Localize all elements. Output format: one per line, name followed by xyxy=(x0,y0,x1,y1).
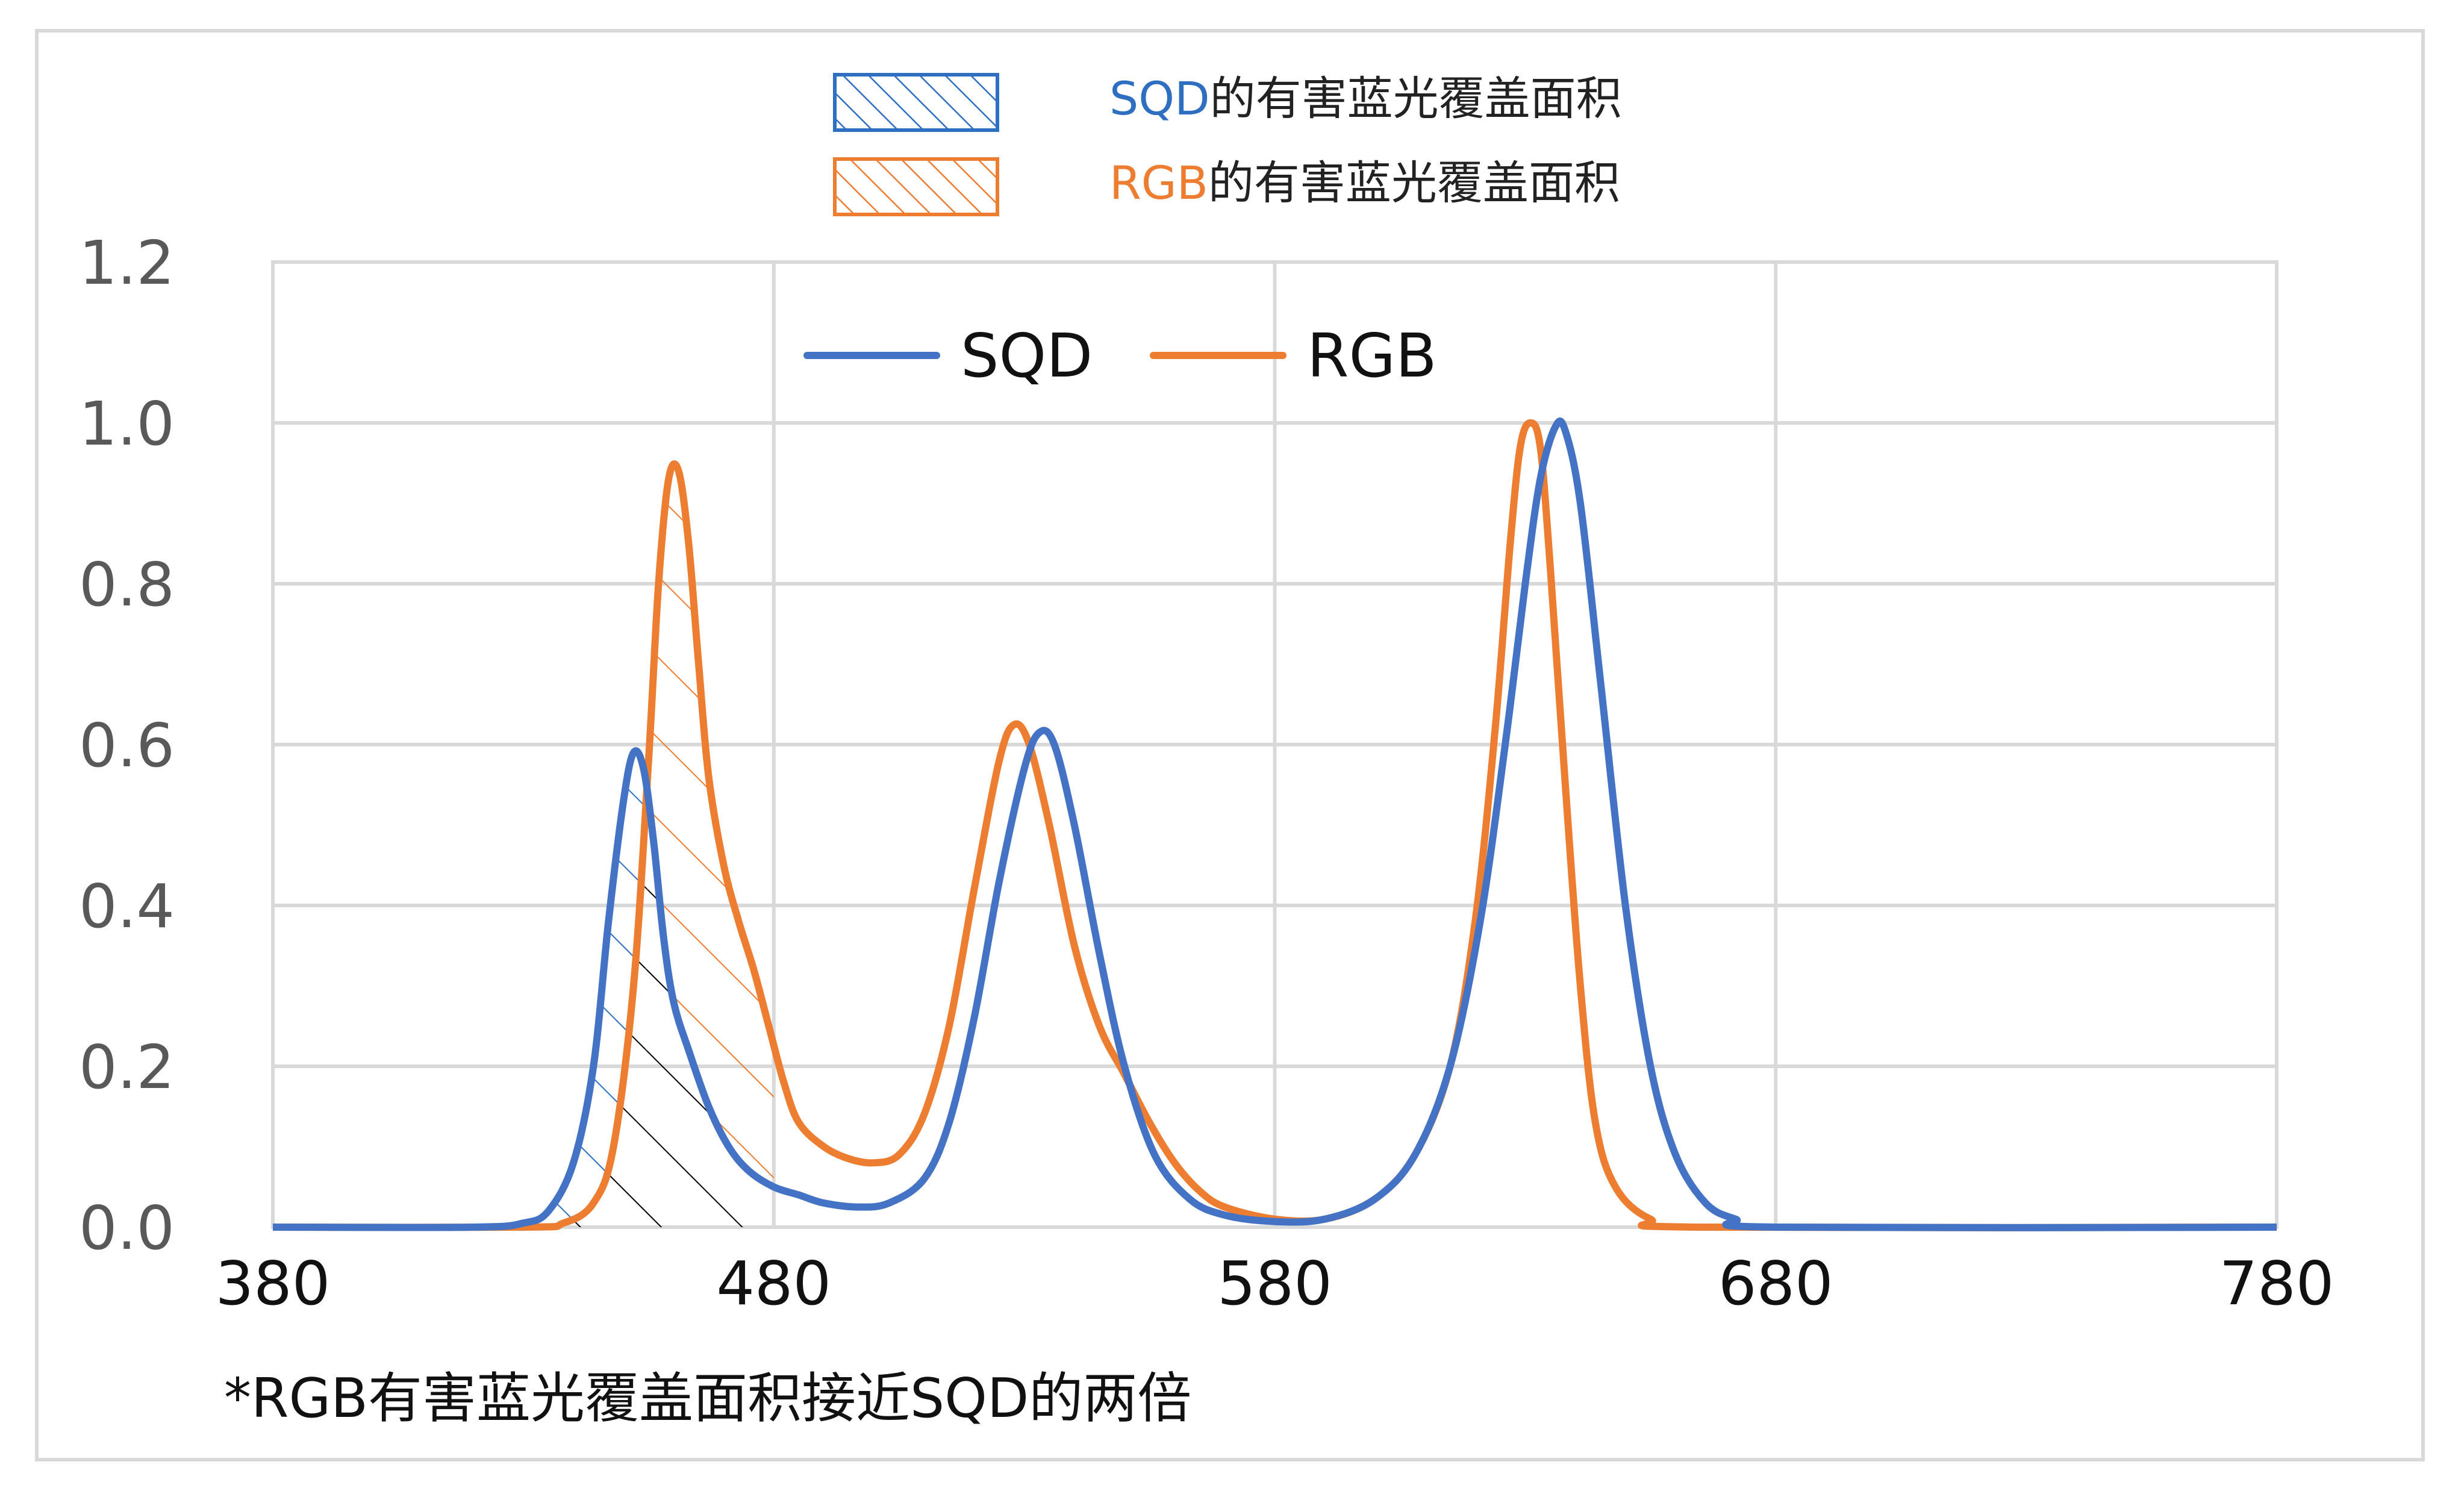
series-legend: SQD RGB xyxy=(803,320,1437,391)
y-tick-label: 1.0 xyxy=(79,389,175,459)
footnote: *RGB有害蓝光覆盖面积接近SQD的两倍 xyxy=(224,1367,1191,1430)
y-tick-label: 0.2 xyxy=(79,1032,175,1102)
y-tick-label: 1.2 xyxy=(79,228,175,298)
y-tick-label: 0.8 xyxy=(79,549,175,620)
overlap-hatched-area xyxy=(513,805,774,1227)
x-tick-label: 580 xyxy=(1217,1248,1332,1319)
y-tick-label: 0.0 xyxy=(79,1193,175,1263)
x-tick-label: 380 xyxy=(216,1248,331,1319)
y-tick-label: 0.4 xyxy=(79,871,175,942)
top-legend-sqd-prefix: SQD xyxy=(1109,72,1210,125)
top-legend: SQD的有害蓝光覆盖面积 RGB的有害蓝光覆盖面积 xyxy=(833,72,1622,216)
top-legend-rgb-suffix: 的有害蓝光覆盖面积 xyxy=(1208,156,1620,210)
x-axis-ticks: 380 480 580 680 780 xyxy=(216,1248,2335,1319)
x-tick-label: 480 xyxy=(716,1248,831,1319)
rgb-line xyxy=(272,419,2277,1231)
top-legend-rgb-prefix: RGB xyxy=(1109,156,1208,210)
x-tick-label: 680 xyxy=(1718,1248,1833,1319)
top-legend-sqd-suffix: 的有害蓝光覆盖面积 xyxy=(1210,72,1622,125)
top-legend-rgb-label: RGB的有害蓝光覆盖面积 xyxy=(1109,156,1620,210)
rgb-hatch-swatch xyxy=(833,157,999,216)
sqd-line xyxy=(272,417,2277,1231)
x-tick-label: 780 xyxy=(2219,1248,2335,1319)
series-lines xyxy=(272,417,2277,1231)
rgb-hatched-area xyxy=(513,471,774,1227)
legend-rgb-label: RGB xyxy=(1307,320,1437,391)
legend-sqd-label: SQD xyxy=(961,320,1093,391)
y-tick-label: 0.6 xyxy=(79,710,175,781)
hatched-areas xyxy=(513,471,774,1227)
y-axis-ticks: 0.0 0.2 0.4 0.6 0.8 1.0 1.2 xyxy=(79,228,175,1263)
sqd-hatch-swatch xyxy=(833,73,999,132)
top-legend-sqd-label: SQD的有害蓝光覆盖面积 xyxy=(1109,72,1622,125)
